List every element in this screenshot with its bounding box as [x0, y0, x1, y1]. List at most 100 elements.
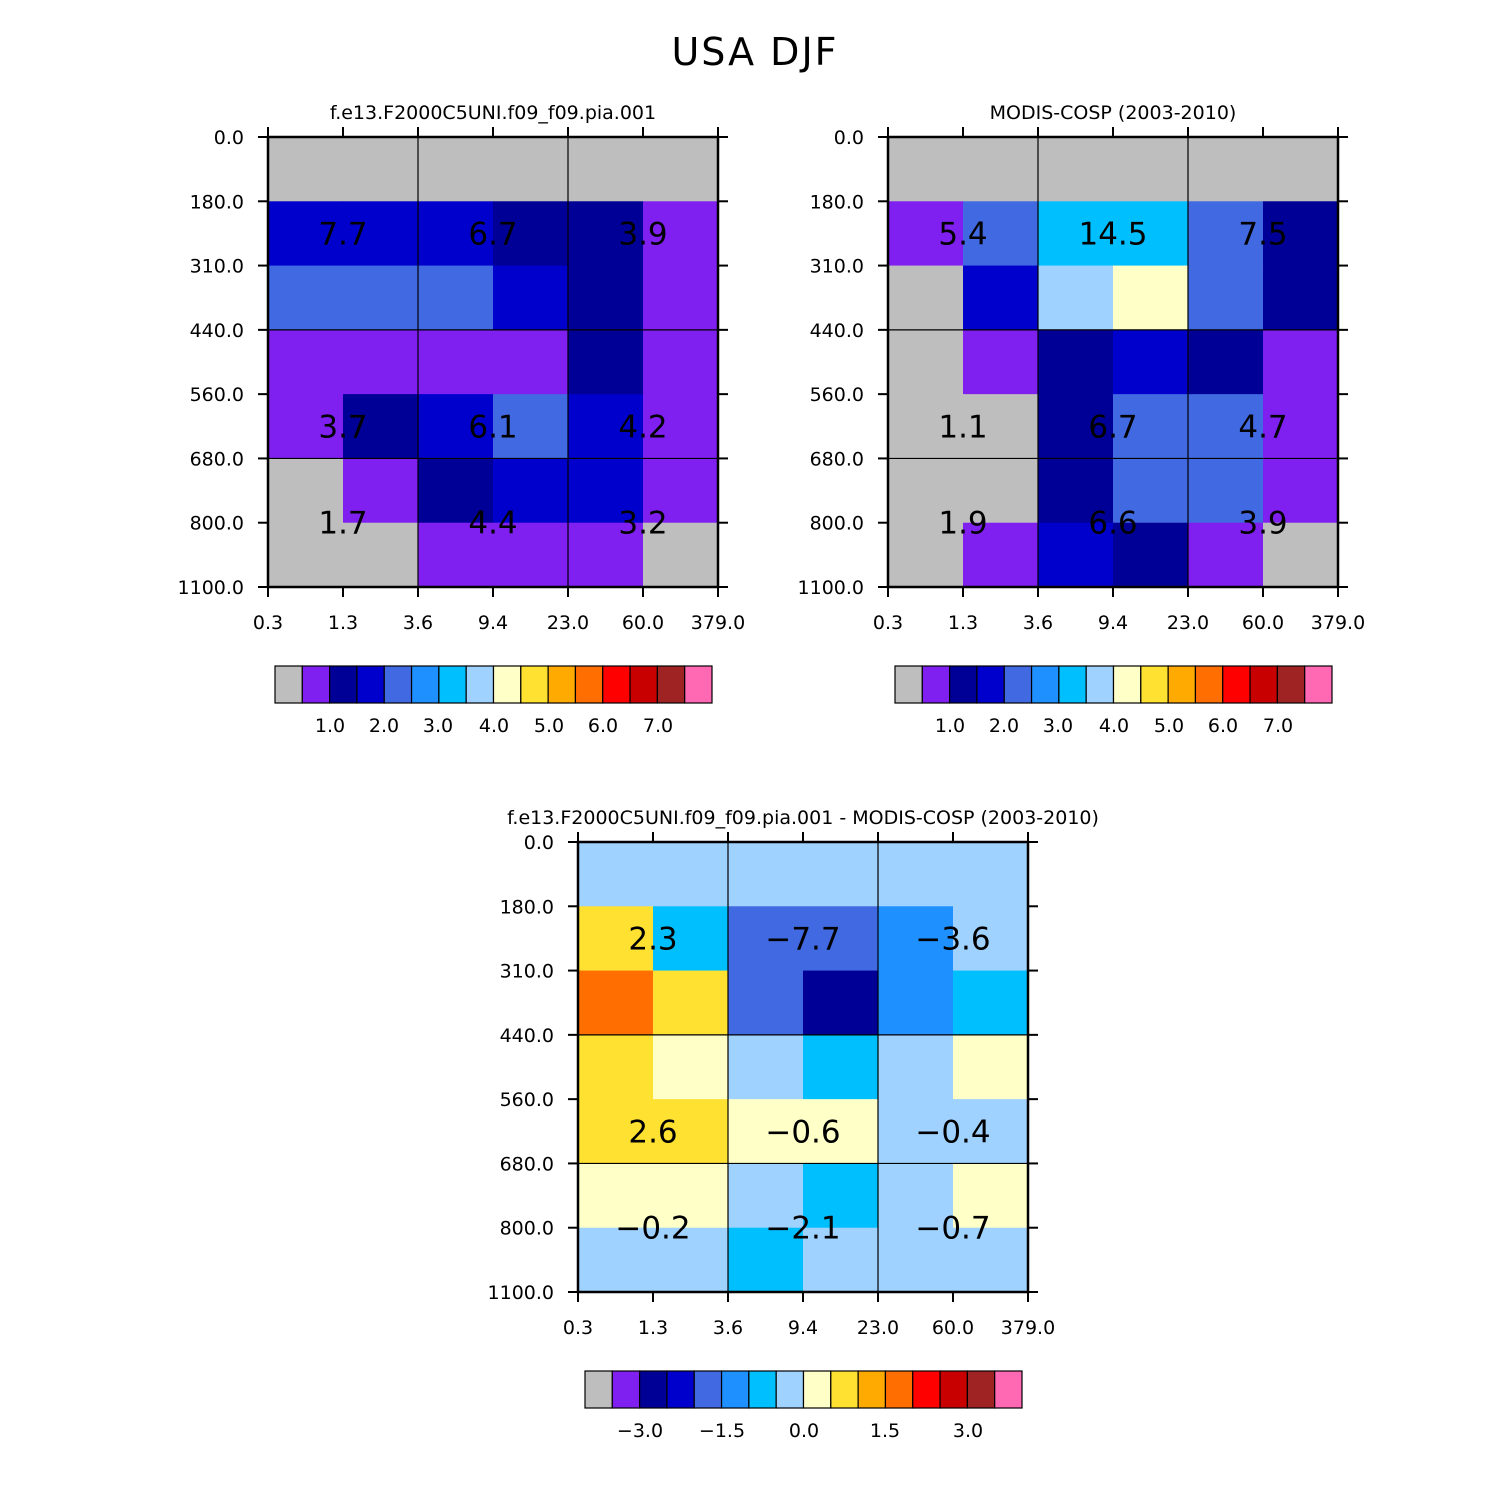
y-tick-label: 1100.0: [178, 577, 244, 599]
colorbar-swatch: [830, 1370, 859, 1409]
y-tick-label: 800.0: [500, 1218, 554, 1240]
colorbar-swatch: [656, 665, 686, 704]
box-value-label: 3.7: [318, 409, 367, 445]
box-value-label: 6.1: [468, 409, 517, 445]
colorbar-swatch: [274, 665, 303, 704]
heatmap-cell: [653, 1099, 729, 1164]
colorbar-tick-label: 4.0: [1099, 715, 1129, 737]
heatmap-cell: [268, 458, 344, 524]
heatmap-cell: [268, 201, 344, 267]
colorbar-tick-label: 0.0: [789, 1420, 819, 1442]
x-tick-label: 1.3: [328, 612, 358, 634]
heatmap-cell: [653, 906, 729, 972]
heatmap-cell: [963, 265, 1039, 331]
heatmap-cell: [888, 137, 964, 202]
heatmap-cell: [268, 137, 344, 202]
box-value-label: 2.3: [628, 921, 677, 957]
colorbar-swatch: [547, 665, 577, 704]
colorbar-tick-label: 3.0: [1043, 715, 1073, 737]
heatmap-cell: [343, 201, 419, 267]
y-tick-label: 560.0: [810, 384, 864, 406]
box-value-label: 3.9: [618, 216, 667, 252]
panel-title: MODIS-COSP (2003-2010): [990, 102, 1237, 124]
x-tick-label: 60.0: [622, 612, 664, 634]
colorbar-tick-label: 5.0: [1154, 715, 1184, 737]
heatmap-cell: [888, 522, 964, 588]
colorbar-swatch: [1140, 665, 1169, 704]
box-value-label: 4.4: [468, 506, 517, 542]
x-tick-label: 0.3: [253, 612, 283, 634]
heatmap-cell: [1038, 329, 1114, 395]
box-value-label: 7.7: [318, 216, 367, 252]
heatmap-cell: [418, 522, 494, 588]
heatmap-cell: [643, 329, 719, 395]
heatmap-cell: [578, 970, 654, 1036]
heatmap-cell: [1263, 329, 1339, 395]
colorbar-swatch: [884, 1370, 914, 1409]
heatmap-cell: [653, 842, 729, 907]
heatmap-cell: [1038, 394, 1114, 459]
heatmap-cell: [568, 329, 644, 395]
heatmap-cell: [1113, 201, 1189, 267]
heatmap-cell: [888, 329, 964, 395]
y-tick-label: 1100.0: [488, 1282, 554, 1304]
heatmap-cell: [888, 201, 964, 267]
heatmap-cell: [643, 522, 719, 588]
heatmap-cell: [1038, 201, 1114, 267]
heatmap-cell: [493, 265, 569, 331]
heatmap-cell: [803, 1034, 879, 1100]
box-value-label: 7.5: [1238, 216, 1287, 252]
heatmap-cell: [728, 1034, 804, 1100]
heatmap-cell: [493, 137, 569, 202]
x-tick-label: 0.3: [563, 1317, 593, 1339]
colorbar-swatch: [684, 665, 713, 704]
heatmap-cell: [1188, 265, 1264, 331]
heatmap-cell: [343, 458, 419, 524]
heatmap-cell: [1113, 394, 1189, 459]
heatmap-cell: [578, 1099, 654, 1164]
x-tick-label: 60.0: [932, 1317, 974, 1339]
box-value-label: −0.6: [765, 1114, 840, 1150]
heatmap-cell: [1113, 522, 1189, 588]
heatmap-cell: [418, 329, 494, 395]
heatmap-cell: [418, 137, 494, 202]
heatmap-cell: [1188, 394, 1264, 459]
heatmap-cell: [728, 1099, 804, 1164]
heatmap-cell: [1038, 137, 1114, 202]
y-tick-label: 310.0: [500, 961, 554, 983]
heatmap-cell: [953, 1099, 1029, 1164]
heatmap-cell: [1263, 201, 1339, 267]
y-tick-label: 310.0: [810, 256, 864, 278]
heatmap-cell: [953, 906, 1029, 972]
heatmap-cell: [578, 842, 654, 907]
box-value-label: 3.9: [1238, 506, 1287, 542]
heatmap-cell: [643, 137, 719, 202]
x-tick-label: 9.4: [478, 612, 508, 634]
heatmap-cell: [1263, 458, 1339, 524]
heatmap-cell: [1113, 458, 1189, 524]
x-tick-label: 3.6: [1023, 612, 1053, 634]
heatmap-cell: [493, 394, 569, 459]
heatmap-cell: [878, 1227, 954, 1293]
heatmap-cell: [568, 522, 644, 588]
heatmap-cell: [343, 394, 419, 459]
colorbar-swatch: [894, 665, 923, 704]
y-tick-label: 180.0: [810, 191, 864, 213]
box-value-label: 6.7: [468, 216, 517, 252]
x-tick-label: 379.0: [1001, 1317, 1055, 1339]
heatmap-cell: [963, 458, 1039, 524]
box-value-label: 14.5: [1078, 216, 1147, 252]
colorbar-swatch: [857, 1370, 887, 1409]
box-value-label: 1.1: [938, 409, 987, 445]
heatmap-cell: [578, 1227, 654, 1293]
heatmap-cell: [1263, 137, 1339, 202]
colorbar-tick-label: 2.0: [989, 715, 1019, 737]
colorbar-swatch: [1222, 665, 1251, 704]
colorbar-tick-label: 1.5: [870, 1420, 900, 1442]
heatmap-cell: [493, 458, 569, 524]
colorbar-swatch: [639, 1370, 668, 1409]
heatmap-cell: [803, 1227, 879, 1293]
heatmap-cell: [878, 906, 954, 972]
panel-title: f.e13.F2000C5UNI.f09_f09.pia.001 - MODIS…: [507, 807, 1099, 829]
